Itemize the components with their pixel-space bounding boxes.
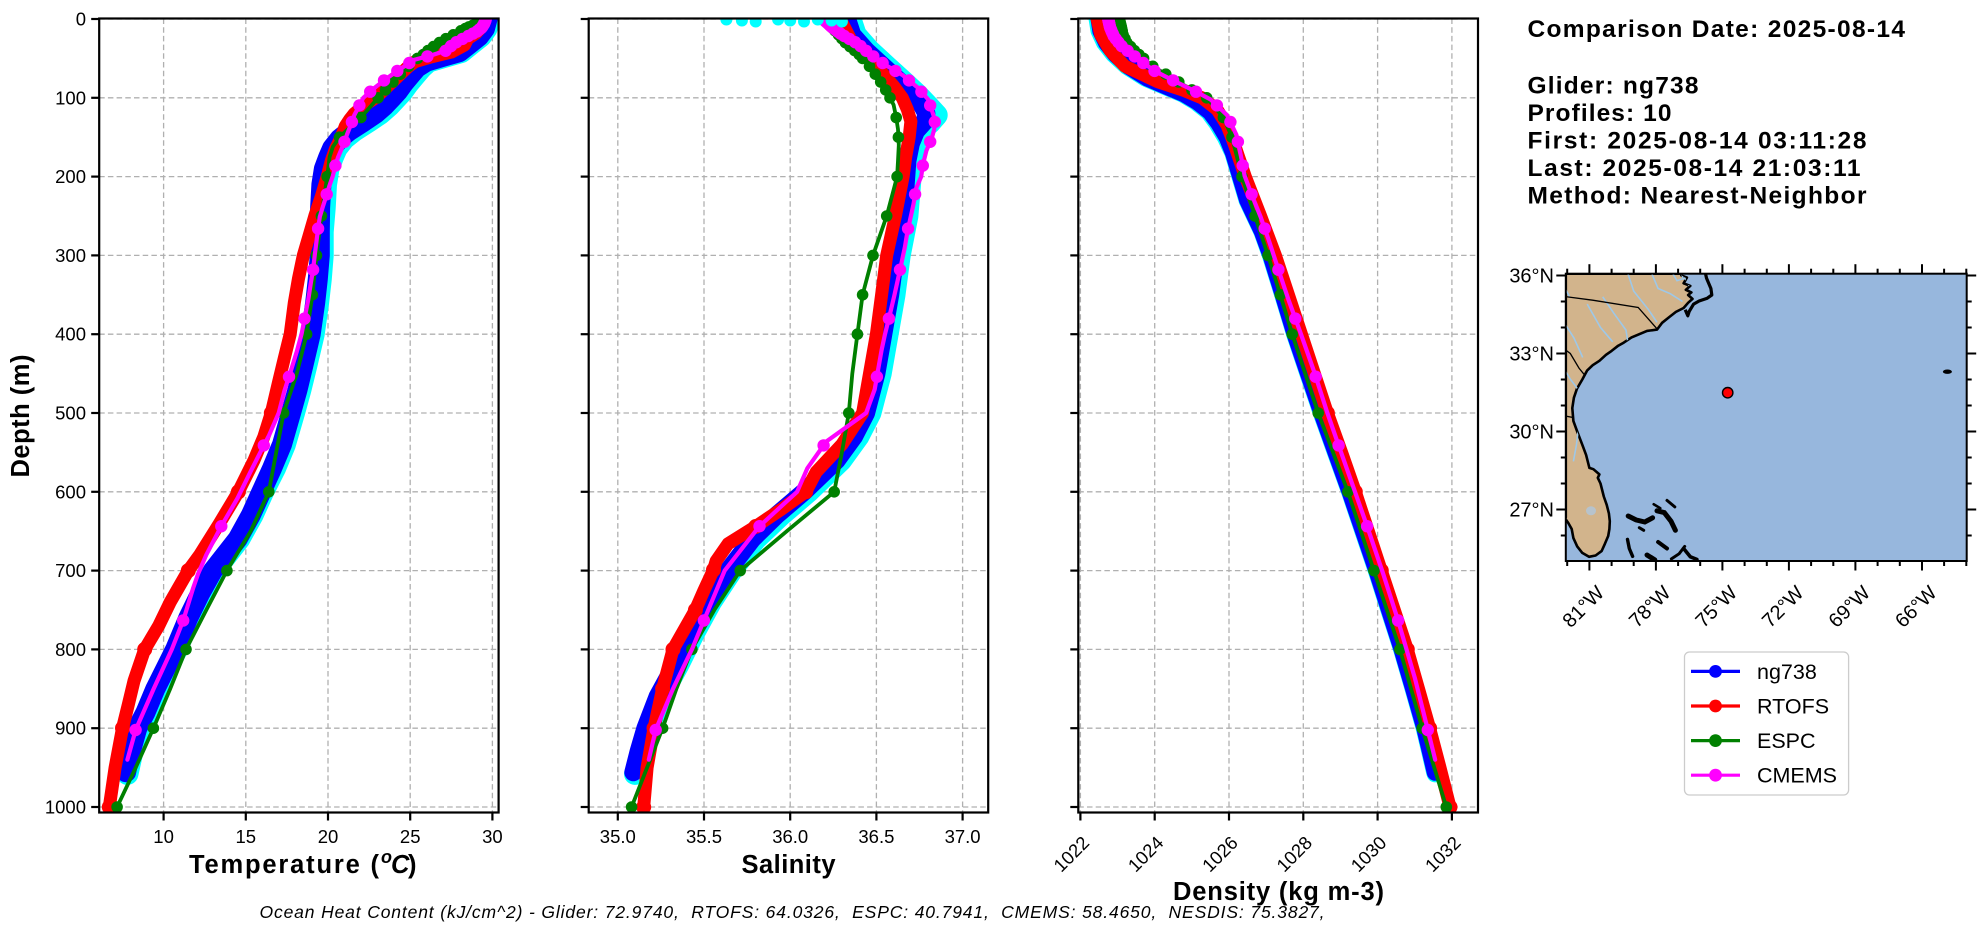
svg-text:900: 900 xyxy=(55,718,86,739)
svg-text:200: 200 xyxy=(55,166,86,187)
svg-text:Method: Nearest-Neighbor: Method: Nearest-Neighbor xyxy=(1528,183,1867,210)
svg-text:First: 2025-08-14 03:11:28: First: 2025-08-14 03:11:28 xyxy=(1528,128,1867,155)
svg-text:Ocean Heat Content (kJ/cm^2) -: Ocean Heat Content (kJ/cm^2) - Glider: 7… xyxy=(260,902,1325,922)
svg-text:Glider: ng738: Glider: ng738 xyxy=(1528,73,1699,100)
svg-text:C: C xyxy=(391,851,410,879)
svg-text:30°N: 30°N xyxy=(1509,422,1554,444)
svg-text:400: 400 xyxy=(55,324,86,345)
svg-text:CMEMS: CMEMS xyxy=(1757,764,1837,788)
svg-text:Last: 2025-08-14 21:03:11: Last: 2025-08-14 21:03:11 xyxy=(1528,155,1861,182)
svg-text:35.5: 35.5 xyxy=(686,826,722,847)
svg-text:0: 0 xyxy=(76,9,86,30)
svg-text:700: 700 xyxy=(55,560,86,581)
svg-text:ESPC: ESPC xyxy=(1757,729,1816,753)
svg-text:37.0: 37.0 xyxy=(945,826,981,847)
svg-text:100: 100 xyxy=(55,87,86,108)
svg-text:o: o xyxy=(381,847,392,867)
svg-text:30: 30 xyxy=(482,826,503,847)
svg-text:35.0: 35.0 xyxy=(600,826,636,847)
svg-text:600: 600 xyxy=(55,481,86,502)
svg-text:Profiles: 10: Profiles: 10 xyxy=(1528,100,1672,127)
svg-text:300: 300 xyxy=(55,245,86,266)
svg-text:Comparison Date: 2025-08-14: Comparison Date: 2025-08-14 xyxy=(1528,16,1906,43)
svg-text:Temperature (: Temperature ( xyxy=(189,851,380,879)
svg-text:10: 10 xyxy=(153,826,174,847)
svg-text:500: 500 xyxy=(55,403,86,424)
svg-text:27°N: 27°N xyxy=(1509,500,1554,522)
svg-text:Depth (m): Depth (m) xyxy=(7,355,35,478)
svg-text:15: 15 xyxy=(236,826,257,847)
svg-text:25: 25 xyxy=(400,826,421,847)
svg-text:33°N: 33°N xyxy=(1509,344,1554,366)
svg-text:36.5: 36.5 xyxy=(858,826,894,847)
svg-text:800: 800 xyxy=(55,639,86,660)
svg-text:20: 20 xyxy=(318,826,339,847)
svg-text:Density (kg m-3): Density (kg m-3) xyxy=(1173,878,1384,906)
svg-text:ng738: ng738 xyxy=(1757,660,1817,684)
svg-text:RTOFS: RTOFS xyxy=(1757,695,1829,719)
svg-text:36.0: 36.0 xyxy=(772,826,808,847)
svg-text:1000: 1000 xyxy=(45,797,86,818)
svg-text:36°N: 36°N xyxy=(1509,266,1554,288)
svg-text:Salinity: Salinity xyxy=(742,851,837,879)
svg-text:): ) xyxy=(408,851,417,879)
